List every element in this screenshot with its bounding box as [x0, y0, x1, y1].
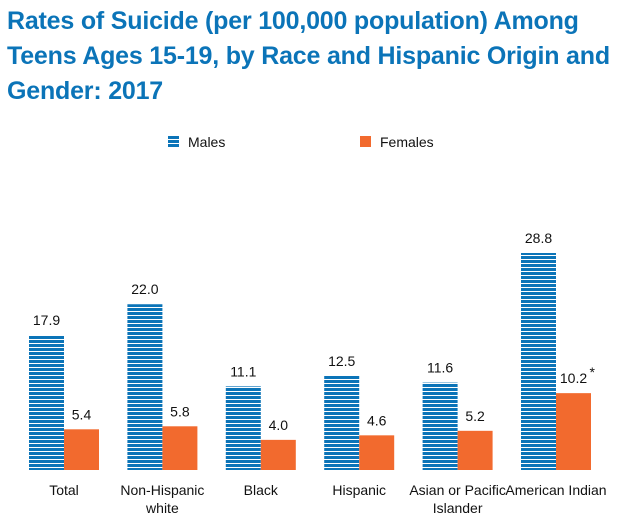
data-label: 12.5	[328, 353, 355, 369]
legend-swatch-females	[360, 136, 371, 147]
category-label: Hispanic	[332, 482, 386, 498]
bar-females	[162, 426, 198, 470]
bar-females	[359, 435, 395, 470]
legend-swatch-males	[168, 136, 179, 147]
data-label: 11.6	[427, 360, 453, 376]
bar-males	[422, 382, 458, 470]
bar-females	[457, 430, 493, 470]
data-label: 10.2	[560, 370, 587, 386]
bar-males	[225, 386, 261, 470]
data-label: 5.2	[465, 408, 485, 424]
category-label: Islander	[433, 500, 483, 516]
category-label: Asian or Pacific	[409, 482, 505, 498]
data-label: 22.0	[131, 281, 158, 297]
category-label: Non-Hispanic	[120, 482, 204, 498]
category-label: Black	[244, 482, 279, 498]
category-label: Total	[49, 482, 79, 498]
legend-label-females: Females	[380, 134, 434, 150]
data-label: 5.8	[170, 403, 190, 419]
bar-males	[127, 304, 163, 470]
bar-males	[29, 335, 64, 470]
bar-females	[556, 393, 591, 470]
data-label: 17.9	[33, 312, 60, 328]
category-label: white	[145, 500, 179, 516]
annotation-asterisk: *	[590, 364, 596, 380]
data-label: 11.1	[230, 363, 256, 379]
legend: Males Females	[168, 134, 434, 150]
data-label: 4.6	[367, 412, 387, 428]
chart-title: Rates of Suicide (per 100,000 population…	[7, 7, 610, 105]
data-label: 4.0	[269, 417, 289, 433]
data-label: 28.8	[525, 230, 552, 246]
bar-females	[64, 429, 99, 470]
legend-label-males: Males	[188, 134, 225, 150]
bar-females	[260, 439, 296, 470]
category-label: American Indian	[505, 482, 606, 498]
bar-males	[324, 375, 360, 470]
data-label: 5.4	[72, 406, 92, 422]
bar-males	[521, 253, 556, 470]
